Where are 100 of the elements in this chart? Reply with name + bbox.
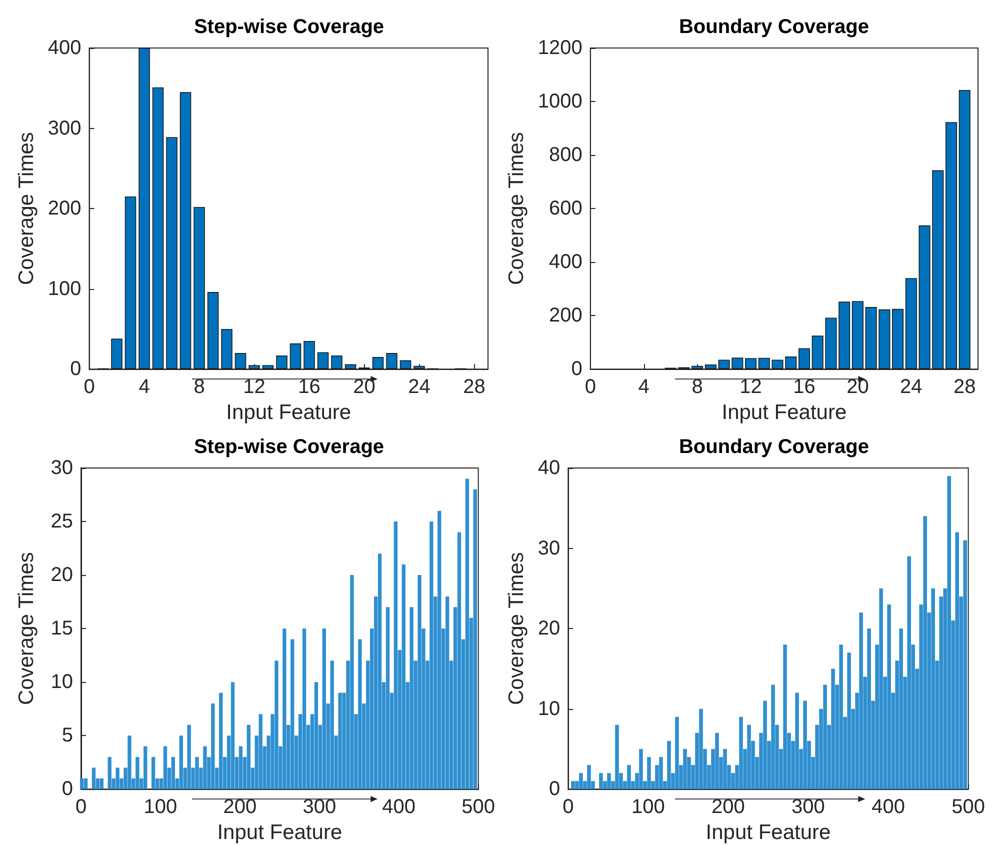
y-tick-label: 20: [538, 618, 560, 640]
bar: [238, 746, 243, 790]
chart-title: Boundary Coverage: [678, 436, 870, 458]
bar: [302, 628, 306, 790]
y-tick-label: 20: [50, 564, 73, 586]
bar: [100, 778, 104, 790]
y-axis-title: Coverage Times: [505, 552, 528, 706]
x-tick-label: 28: [463, 376, 486, 398]
bar: [211, 703, 215, 790]
x-tick-label: 8: [194, 376, 205, 398]
bar: [350, 575, 354, 790]
x-tick-label: 100: [631, 796, 665, 818]
bar: [330, 660, 334, 790]
x-axis-title: Input Feature: [226, 401, 352, 424]
bar: [879, 588, 883, 790]
y-tick-label: 10: [538, 698, 560, 720]
y-tick-label: 40: [538, 457, 560, 479]
bar: [92, 768, 96, 790]
x-tick-label: 4: [138, 376, 150, 398]
x-tick-label: 24: [408, 376, 430, 398]
bar: [803, 700, 807, 790]
bar: [587, 765, 591, 790]
y-tick-label: 5: [62, 724, 73, 747]
bar: [136, 756, 140, 790]
y-tick-label: 0: [70, 358, 82, 380]
bar: [659, 756, 663, 790]
bar: [438, 510, 442, 790]
bar: [358, 639, 362, 790]
bar: [179, 736, 183, 790]
bar: [402, 564, 406, 790]
x-tick-label: 500: [952, 796, 986, 818]
y-tick-label: 0: [62, 778, 73, 800]
bar: [338, 692, 342, 790]
y-tick-label: 400: [48, 37, 82, 59]
bar: [116, 768, 120, 790]
y-tick-label: 600: [549, 198, 582, 220]
bar: [282, 628, 286, 790]
bar: [151, 756, 156, 790]
bar: [418, 575, 422, 790]
x-tick-label: 16: [793, 376, 816, 398]
bar: [639, 748, 643, 790]
bar: [887, 604, 891, 790]
bar: [230, 682, 235, 790]
bar: [931, 588, 935, 790]
bar: [647, 756, 651, 790]
y-axis-title: Coverage Times: [15, 552, 38, 706]
bar: [955, 532, 959, 790]
bar: [599, 773, 603, 790]
x-tick-label: 300: [792, 796, 825, 818]
bar: [839, 644, 843, 790]
bar: [108, 756, 112, 790]
bar: [195, 756, 199, 790]
bar: [739, 716, 743, 790]
x-axis-title: Input Feature: [217, 821, 342, 844]
x-tick-label: 300: [302, 796, 336, 818]
bar: [823, 684, 827, 790]
bar: [947, 476, 951, 790]
bar: [667, 740, 671, 790]
y-tick-label: 30: [50, 457, 73, 479]
x-tick-label: 400: [382, 796, 416, 818]
bar: [899, 628, 903, 790]
bar: [683, 748, 687, 790]
y-tick-label: 800: [549, 144, 582, 166]
bar: [290, 639, 294, 790]
x-tick-label: 4: [638, 376, 650, 398]
bar: [219, 692, 223, 790]
bar: [763, 700, 767, 790]
bar: [258, 714, 262, 790]
x-tick-label: 24: [900, 376, 922, 398]
chart-title: Boundary Coverage: [678, 16, 870, 38]
bar: [445, 596, 450, 790]
x-tick-label: 400: [872, 796, 905, 818]
bar: [571, 781, 575, 790]
y-tick-label: 100: [48, 278, 82, 300]
x-tick-label: 200: [712, 796, 745, 818]
y-axis-title: Coverage Times: [15, 132, 38, 286]
bar: [163, 746, 168, 790]
x-tick-label: 12: [740, 376, 762, 398]
bar: [187, 724, 191, 790]
bar: [771, 684, 775, 790]
bar: [386, 607, 390, 790]
bar: [723, 748, 727, 790]
bar: [473, 489, 477, 790]
x-tick-label: 16: [298, 376, 320, 398]
bar: [859, 612, 863, 790]
bar: [675, 716, 679, 790]
bar: [465, 478, 470, 790]
y-tick-label: 0: [549, 778, 560, 800]
bar: [963, 540, 967, 790]
bar: [615, 724, 619, 790]
y-tick-label: 25: [50, 510, 73, 533]
bar: [923, 516, 927, 790]
bar: [80, 778, 84, 790]
bar: [715, 732, 719, 790]
y-tick-label: 400: [549, 251, 582, 274]
x-tick-label: 8: [692, 376, 703, 398]
x-tick-label: 100: [144, 796, 178, 818]
chart-title: Step-wise Coverage: [194, 16, 384, 38]
y-axis-title: Coverage Times: [505, 132, 528, 286]
bar: [847, 652, 851, 790]
